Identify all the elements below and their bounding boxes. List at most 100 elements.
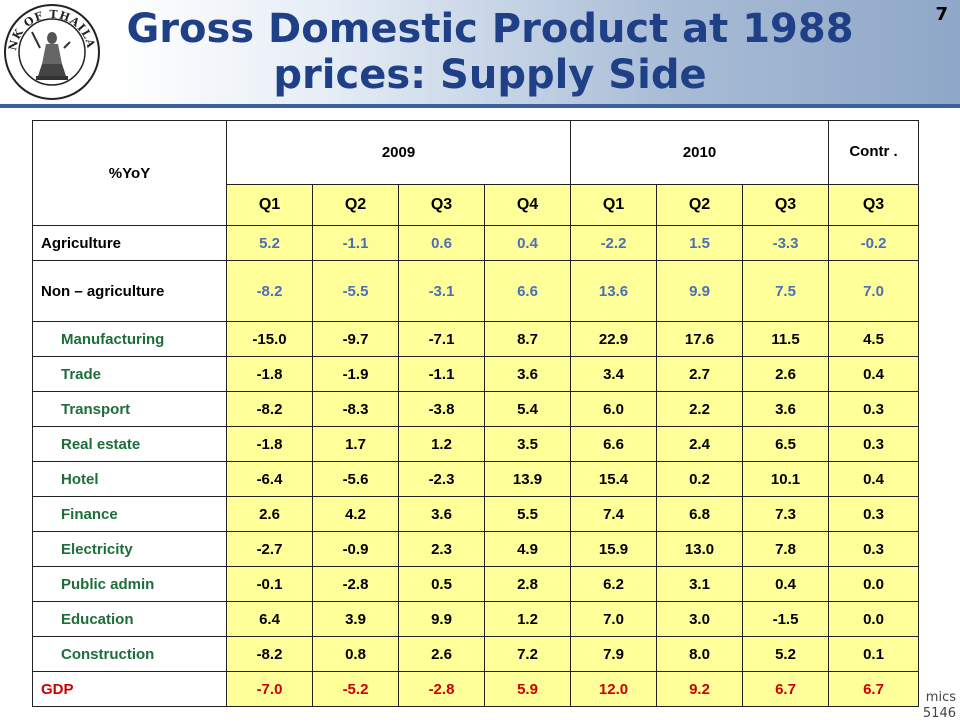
table-cell: 4.9: [484, 531, 571, 567]
footer-fragment: mics 5146: [900, 690, 956, 722]
table-row: Real estate -1.8 1.7 1.2 3.5 6.6 2.4 6.5 0.3: [32, 426, 920, 462]
table-cell: -5.2: [312, 671, 399, 707]
quarter-header: Q4: [484, 183, 571, 227]
table-cell: 0.3: [828, 531, 920, 567]
table-cell: 13.0: [656, 531, 743, 567]
row-label: Electricity: [32, 531, 227, 567]
table-cell: 6.5: [741, 426, 830, 462]
row-label: Finance: [32, 496, 227, 532]
table-cell: 8.0: [656, 636, 743, 672]
table-cell: 5.5: [484, 496, 571, 532]
table-row: Finance 2.6 4.2 3.6 5.5 7.4 6.8 7.3 0.3: [32, 496, 920, 532]
table-cell: 3.6: [484, 356, 571, 392]
row-label: Manufacturing: [32, 321, 227, 357]
table-cell: -0.1: [226, 566, 313, 602]
table-cell: 7.0: [828, 260, 920, 322]
table-cell: 0.4: [828, 356, 920, 392]
bank-seal-icon: BANK OF THAILAND: [2, 2, 100, 100]
page-number: 7: [935, 4, 948, 25]
table-cell: 2.4: [656, 426, 743, 462]
quarter-header: Q1: [570, 183, 657, 227]
footer-fragment-line: 5146: [922, 706, 956, 721]
table-cell: -8.2: [226, 391, 313, 427]
quarter-header: Q3: [828, 183, 920, 227]
table-cell: 3.9: [312, 601, 399, 637]
table-cell: 0.2: [656, 461, 743, 497]
table-cell: 1.5: [656, 225, 743, 261]
table-cell: 2.2: [656, 391, 743, 427]
table-cell: 2.6: [741, 356, 830, 392]
table-cell: 9.2: [656, 671, 743, 707]
table-cell: -3.8: [398, 391, 485, 427]
table-cell: 2.3: [398, 531, 485, 567]
year-2009-header: 2009: [226, 120, 571, 185]
table-cell: 0.5: [398, 566, 485, 602]
table-row: Hotel -6.4 -5.6 -2.3 13.9 15.4 0.2 10.1 0.4: [32, 461, 920, 497]
table-cell: -1.5: [741, 601, 830, 637]
row-label: Public admin: [32, 566, 227, 602]
table-cell: 3.0: [656, 601, 743, 637]
table-row: Agriculture 5.2 -1.1 0.6 0.4 -2.2 1.5 -3.3 -0.2: [32, 225, 920, 261]
table-cell: 6.0: [570, 391, 657, 427]
table-cell: 9.9: [398, 601, 485, 637]
table-cell: 1.7: [312, 426, 399, 462]
table-cell: 22.9: [570, 321, 657, 357]
table-cell: 2.7: [656, 356, 743, 392]
table-cell: -2.7: [226, 531, 313, 567]
table-cell: -1.1: [398, 356, 485, 392]
page-title: Gross Domestic Product at 1988 prices: S…: [126, 6, 854, 98]
table-cell: 7.9: [570, 636, 657, 672]
table-cell: -0.9: [312, 531, 399, 567]
contr-header: Contr .: [828, 120, 920, 185]
table-cell: -15.0: [226, 321, 313, 357]
quarter-header: Q3: [398, 183, 485, 227]
row-label: GDP: [32, 671, 227, 707]
table-cell: 6.7: [741, 671, 830, 707]
table-cell: 2.6: [398, 636, 485, 672]
title-banner-rule: [0, 104, 960, 108]
table-row: Non – agriculture -8.2 -5.5 -3.1 6.6 13.6 9.9 7…: [32, 260, 920, 322]
table-row: Manufacturing -15.0 -9.7 -7.1 8.7 22.9 17.6 11.…: [32, 321, 920, 357]
table-cell: 5.9: [484, 671, 571, 707]
table-cell: -7.0: [226, 671, 313, 707]
table-cell: 7.3: [741, 496, 830, 532]
quarter-header: Q2: [312, 183, 399, 227]
year-2010-header: 2010: [569, 120, 830, 185]
table-cell: 10.1: [741, 461, 830, 497]
row-label: Construction: [32, 636, 227, 672]
table-cell: 5.2: [741, 636, 830, 672]
table-cell: 3.4: [570, 356, 657, 392]
title-banner: [0, 0, 960, 108]
table-cell: 4.5: [828, 321, 920, 357]
row-label: Agriculture: [32, 225, 227, 261]
table-cell: 9.9: [656, 260, 743, 322]
table-cell: 11.5: [741, 321, 830, 357]
table-row: Construction -8.2 0.8 2.6 7.2 7.9 8.0 5.2 0.1: [32, 636, 920, 672]
row-label: Real estate: [32, 426, 227, 462]
table-cell: 4.2: [312, 496, 399, 532]
quarter-header: Q2: [656, 183, 743, 227]
table-cell: 0.4: [741, 566, 830, 602]
table-cell: 7.0: [570, 601, 657, 637]
table-cell: -2.2: [570, 225, 657, 261]
table-cell: -1.1: [312, 225, 399, 261]
table-cell: 7.5: [741, 260, 830, 322]
table-cell: 0.4: [828, 461, 920, 497]
table-cell: 0.3: [828, 391, 920, 427]
table-cell: 6.8: [656, 496, 743, 532]
table-cell: 15.9: [570, 531, 657, 567]
table-cell: 6.2: [570, 566, 657, 602]
table-cell: -3.3: [741, 225, 830, 261]
table-cell: 17.6: [656, 321, 743, 357]
table-cell: -1.9: [312, 356, 399, 392]
table-cell: -2.8: [398, 671, 485, 707]
quarter-header: Q3: [741, 183, 830, 227]
table-row: Education 6.4 3.9 9.9 1.2 7.0 3.0 -1.5 0.0: [32, 601, 920, 637]
corner-label: %YoY: [32, 120, 227, 226]
table-cell: -3.1: [398, 260, 485, 322]
row-label: Education: [32, 601, 227, 637]
table-cell: 0.3: [828, 426, 920, 462]
table-cell: 0.6: [398, 225, 485, 261]
table-cell: 6.6: [570, 426, 657, 462]
table-row: Transport -8.2 -8.3 -3.8 5.4 6.0 2.2 3.6 0.3: [32, 391, 920, 427]
